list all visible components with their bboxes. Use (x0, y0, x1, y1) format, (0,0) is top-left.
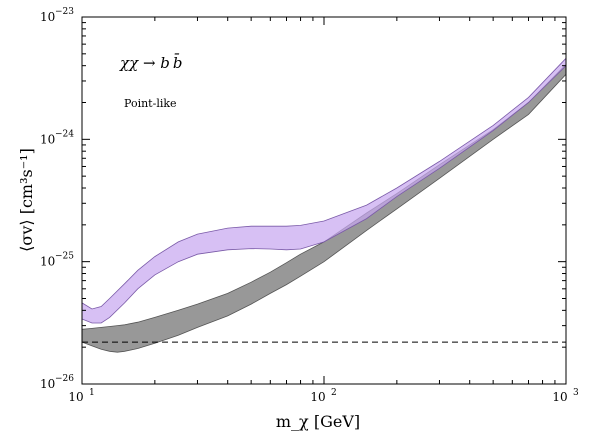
x-tick-label: 10 (552, 390, 567, 404)
x-tick-exponent: 3 (573, 388, 579, 398)
x-tick-label: 10 (68, 390, 83, 404)
x-tick-exponent: 2 (331, 388, 337, 398)
y-tick-exponent: −25 (55, 252, 74, 262)
annotation-model: Point-like (124, 97, 177, 110)
y-tick-label: 10 (40, 132, 55, 146)
x-tick-exponent: 1 (89, 388, 95, 398)
annotation-channel: χχ → bb̄ (119, 54, 183, 72)
y-tick-label: 10 (40, 10, 55, 24)
y-tick-label: 10 (40, 377, 55, 391)
ticks-layer (81, 17, 566, 385)
y-tick-exponent: −23 (55, 7, 74, 17)
y-tick-label: 10 (40, 255, 55, 269)
y-tick-exponent: −24 (55, 129, 74, 139)
y-tick-exponent: −26 (55, 374, 74, 384)
x-tick-label: 10 (310, 390, 325, 404)
y-axis-label: ⟨σv⟩ [cm³s⁻¹] (17, 148, 36, 252)
x-axis-label: m_χ [GeV] (276, 412, 360, 431)
